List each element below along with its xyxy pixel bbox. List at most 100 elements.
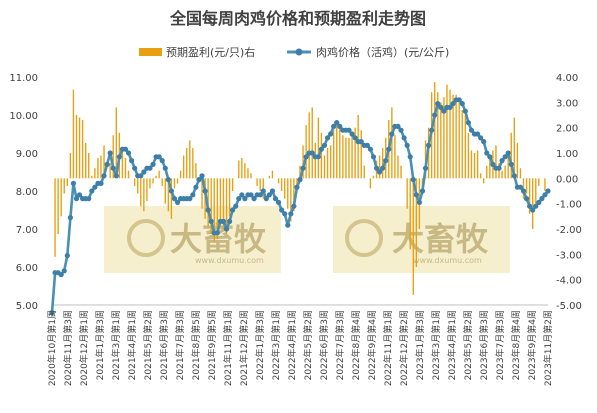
- price-point: [285, 222, 291, 228]
- price-point: [407, 154, 413, 160]
- price-point: [474, 131, 481, 137]
- profit-bar: [176, 178, 179, 184]
- price-point: [373, 165, 380, 171]
- price-point: [324, 135, 331, 141]
- price-point: [116, 154, 122, 160]
- price-point: [76, 192, 83, 198]
- price-point: [502, 154, 508, 160]
- profit-bar: [164, 178, 166, 204]
- right-y-tick-label: 3.00: [556, 98, 578, 109]
- profit-bar: [152, 178, 154, 184]
- profit-bar: [354, 127, 356, 179]
- profit-bar: [434, 82, 436, 179]
- price-point: [496, 165, 502, 171]
- price-point: [202, 188, 208, 194]
- profit-bar: [195, 163, 197, 179]
- profit-bar: [271, 170, 274, 179]
- watermarks: 大畜牧 www.dxumu.com 大畜牧 www.dxumu.com: [104, 206, 510, 273]
- x-tick-label: 2022年3月第1周: [270, 310, 282, 380]
- price-point: [147, 165, 153, 171]
- right-y-tick-label: -4.00: [556, 276, 582, 287]
- profit-bar: [449, 89, 451, 179]
- profit-bar: [241, 158, 243, 179]
- profit-bar: [54, 178, 56, 257]
- watermark-right-brand: 大畜牧: [392, 220, 489, 258]
- profit-bar: [149, 178, 151, 189]
- price-point: [199, 173, 205, 179]
- price-point: [61, 268, 67, 274]
- price-point: [220, 218, 227, 224]
- profit-bar: [372, 175, 375, 179]
- right-y-tick-label: -3.00: [556, 250, 582, 261]
- axes: 5.00 6.00 7.00 8.00 9.00 10.00 11.00 -5.00 -4.00…: [9, 73, 582, 312]
- profit-bar: [360, 130, 362, 179]
- profit-bar: [280, 178, 283, 191]
- x-tick-label: 2021年4月第1周: [126, 310, 138, 380]
- profit-bar: [305, 125, 307, 179]
- profit-bar: [483, 178, 485, 184]
- price-point: [208, 218, 214, 224]
- price-point: [520, 188, 527, 194]
- profit-bar: [363, 165, 365, 179]
- price-point: [297, 177, 303, 183]
- profit-bar: [91, 175, 93, 179]
- price-point: [401, 135, 407, 141]
- price-point: [425, 142, 432, 148]
- price-point: [233, 203, 239, 209]
- price-point: [367, 146, 374, 152]
- profit-bar: [467, 132, 470, 179]
- price-point: [248, 192, 254, 198]
- price-point: [416, 199, 423, 205]
- price-point: [239, 192, 245, 198]
- profit-bar: [100, 155, 102, 179]
- left-y-tick-label: 9.00: [16, 149, 38, 160]
- price-point: [113, 173, 119, 179]
- price-point: [187, 196, 193, 202]
- profit-bar: [391, 107, 393, 179]
- right-y-tick-label: -1.00: [556, 200, 582, 211]
- profit-bar: [538, 178, 540, 186]
- price-point: [196, 177, 202, 183]
- price-point: [441, 108, 447, 114]
- price-point: [141, 169, 147, 175]
- profit-bar: [507, 153, 509, 179]
- price-point: [129, 158, 135, 164]
- profit-bar: [308, 112, 310, 179]
- price-point: [380, 165, 386, 171]
- price-point: [89, 188, 95, 194]
- profit-bar: [97, 158, 99, 179]
- price-point: [447, 104, 453, 110]
- profit-bar: [182, 155, 185, 179]
- price-point: [318, 146, 325, 152]
- profit-bar: [415, 178, 418, 267]
- profit-bar: [186, 147, 188, 179]
- profit-bar: [409, 178, 411, 250]
- x-tick-label: 2023年7月第3周: [494, 310, 506, 380]
- price-point: [435, 101, 441, 107]
- right-y-tick-label: -5.00: [556, 301, 582, 312]
- profit-bar: [369, 178, 372, 189]
- price-point: [101, 173, 107, 179]
- price-point: [349, 131, 355, 137]
- profit-bar: [256, 178, 258, 186]
- price-point: [383, 158, 389, 164]
- right-y-tick-label: -2.00: [556, 225, 582, 236]
- profit-bar: [332, 130, 335, 179]
- right-y-tick-label: 2.00: [556, 124, 578, 135]
- profit-bar: [381, 147, 384, 179]
- price-point: [511, 173, 517, 179]
- x-tick-label: 2022年4月第1周: [286, 310, 298, 380]
- profit-bar: [397, 155, 399, 179]
- profit-bar: [461, 109, 463, 179]
- profit-bar: [268, 175, 271, 179]
- price-point: [377, 169, 383, 175]
- price-point: [67, 215, 73, 221]
- profit-bar: [259, 178, 261, 191]
- profit-bar: [513, 117, 516, 179]
- profit-bar: [173, 178, 176, 189]
- price-point: [505, 150, 511, 156]
- profit-bar: [94, 168, 96, 179]
- profit-bar: [378, 155, 381, 179]
- profit-bar: [479, 173, 482, 179]
- profit-bar: [345, 137, 347, 179]
